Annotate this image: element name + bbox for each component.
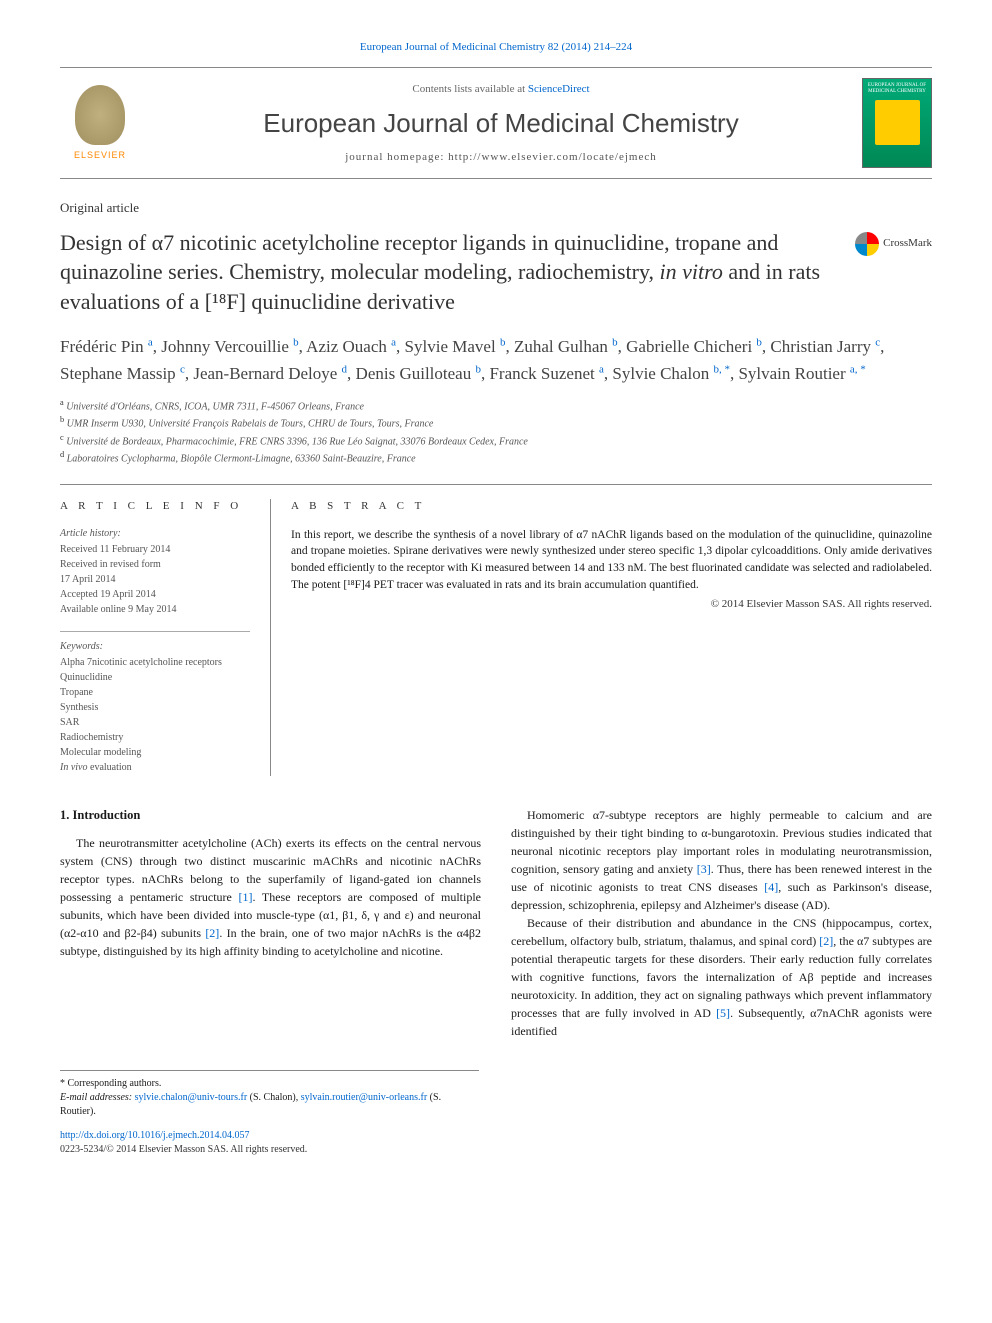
citation-link[interactable]: [2] bbox=[819, 934, 833, 948]
citation-link[interactable]: [3] bbox=[697, 862, 711, 876]
history-item: Received in revised form bbox=[60, 558, 250, 572]
article-title: Design of α7 nicotinic acetylcholine rec… bbox=[60, 228, 835, 317]
title-row: Design of α7 nicotinic acetylcholine rec… bbox=[60, 228, 932, 333]
citation-link[interactable]: [4] bbox=[764, 880, 778, 894]
email-line: E-mail addresses: sylvie.chalon@univ-tou… bbox=[60, 1091, 479, 1119]
body-column-right: Homomeric α7-subtype receptors are highl… bbox=[511, 806, 932, 1040]
affiliation-item: d Laboratoires Cyclopharma, Biopôle Cler… bbox=[60, 449, 932, 466]
publisher-logo[interactable]: ELSEVIER bbox=[60, 78, 140, 168]
article-info-column: A R T I C L E I N F O Article history: R… bbox=[60, 499, 270, 775]
sciencedirect-link[interactable]: ScienceDirect bbox=[528, 83, 590, 95]
publisher-name: ELSEVIER bbox=[74, 149, 126, 162]
body-columns: 1. Introduction The neurotransmitter ace… bbox=[60, 806, 932, 1040]
keyword-item: Tropane bbox=[60, 686, 250, 700]
affiliation-item: a Université d'Orléans, CNRS, ICOA, UMR … bbox=[60, 397, 932, 414]
crossmark-label: CrossMark bbox=[883, 236, 932, 251]
article-citation[interactable]: European Journal of Medicinal Chemistry … bbox=[60, 40, 932, 55]
history-list: Received 11 February 2014Received in rev… bbox=[60, 543, 250, 617]
contents-prefix: Contents lists available at bbox=[412, 83, 527, 95]
history-item: Available online 9 May 2014 bbox=[60, 603, 250, 617]
journal-homepage[interactable]: journal homepage: http://www.elsevier.co… bbox=[140, 150, 862, 165]
abstract-copyright: © 2014 Elsevier Masson SAS. All rights r… bbox=[291, 597, 932, 612]
keyword-item: In vivo evaluation bbox=[60, 761, 250, 775]
keyword-item: Molecular modeling bbox=[60, 746, 250, 760]
corresponding-authors: * Corresponding authors. bbox=[60, 1077, 479, 1091]
keyword-item: SAR bbox=[60, 716, 250, 730]
journal-header: ELSEVIER Contents lists available at Sci… bbox=[60, 67, 932, 179]
authors-list: Frédéric Pin a, Johnny Vercouillie b, Az… bbox=[60, 333, 932, 387]
keyword-item: Synthesis bbox=[60, 701, 250, 715]
body-paragraph: Homomeric α7-subtype receptors are highl… bbox=[511, 806, 932, 914]
abstract-column: A B S T R A C T In this report, we descr… bbox=[270, 499, 932, 775]
keywords-label: Keywords: bbox=[60, 631, 250, 654]
cover-image-icon bbox=[875, 100, 920, 145]
article-info-heading: A R T I C L E I N F O bbox=[60, 499, 250, 514]
keywords-list: Alpha 7nicotinic acetylcholine receptors… bbox=[60, 656, 250, 775]
email-label: E-mail addresses: bbox=[60, 1092, 135, 1103]
info-abstract: A R T I C L E I N F O Article history: R… bbox=[60, 484, 932, 775]
crossmark-icon bbox=[855, 232, 879, 256]
citation-link[interactable]: [2] bbox=[205, 926, 219, 940]
header-center: Contents lists available at ScienceDirec… bbox=[140, 82, 862, 165]
keyword-item: Quinuclidine bbox=[60, 671, 250, 685]
citation-link[interactable]: [1] bbox=[238, 890, 252, 904]
issn-copyright: 0223-5234/© 2014 Elsevier Masson SAS. Al… bbox=[60, 1143, 932, 1157]
abstract-text: In this report, we describe the synthesi… bbox=[291, 527, 932, 594]
doi-line: http://dx.doi.org/10.1016/j.ejmech.2014.… bbox=[60, 1129, 932, 1143]
history-item: Received 11 February 2014 bbox=[60, 543, 250, 557]
article-type: Original article bbox=[60, 199, 932, 217]
affiliations-list: a Université d'Orléans, CNRS, ICOA, UMR … bbox=[60, 397, 932, 466]
keyword-item: Alpha 7nicotinic acetylcholine receptors bbox=[60, 656, 250, 670]
journal-cover-thumbnail[interactable]: EUROPEAN JOURNAL OF MEDICINAL CHEMISTRY bbox=[862, 78, 932, 168]
history-item: Accepted 19 April 2014 bbox=[60, 588, 250, 602]
abstract-heading: A B S T R A C T bbox=[291, 499, 932, 514]
body-column-left: 1. Introduction The neurotransmitter ace… bbox=[60, 806, 481, 1040]
affiliation-item: c Université de Bordeaux, Pharmacochimie… bbox=[60, 432, 932, 449]
elsevier-tree-icon bbox=[75, 85, 125, 145]
journal-name: European Journal of Medicinal Chemistry bbox=[140, 105, 862, 141]
keyword-item: Radiochemistry bbox=[60, 731, 250, 745]
history-item: 17 April 2014 bbox=[60, 573, 250, 587]
affiliation-item: b UMR Inserm U930, Université François R… bbox=[60, 414, 932, 431]
section-heading: 1. Introduction bbox=[60, 806, 481, 825]
crossmark-badge[interactable]: CrossMark bbox=[855, 232, 932, 256]
cover-title: EUROPEAN JOURNAL OF MEDICINAL CHEMISTRY bbox=[867, 83, 927, 94]
contents-available: Contents lists available at ScienceDirec… bbox=[140, 82, 862, 97]
history-label: Article history: bbox=[60, 527, 250, 541]
footnote-block: * Corresponding authors. E-mail addresse… bbox=[60, 1070, 479, 1119]
body-paragraph: The neurotransmitter acetylcholine (ACh)… bbox=[60, 834, 481, 960]
citation-link[interactable]: [5] bbox=[716, 1006, 730, 1020]
doi-link[interactable]: http://dx.doi.org/10.1016/j.ejmech.2014.… bbox=[60, 1130, 250, 1141]
body-paragraph: Because of their distribution and abunda… bbox=[511, 914, 932, 1040]
